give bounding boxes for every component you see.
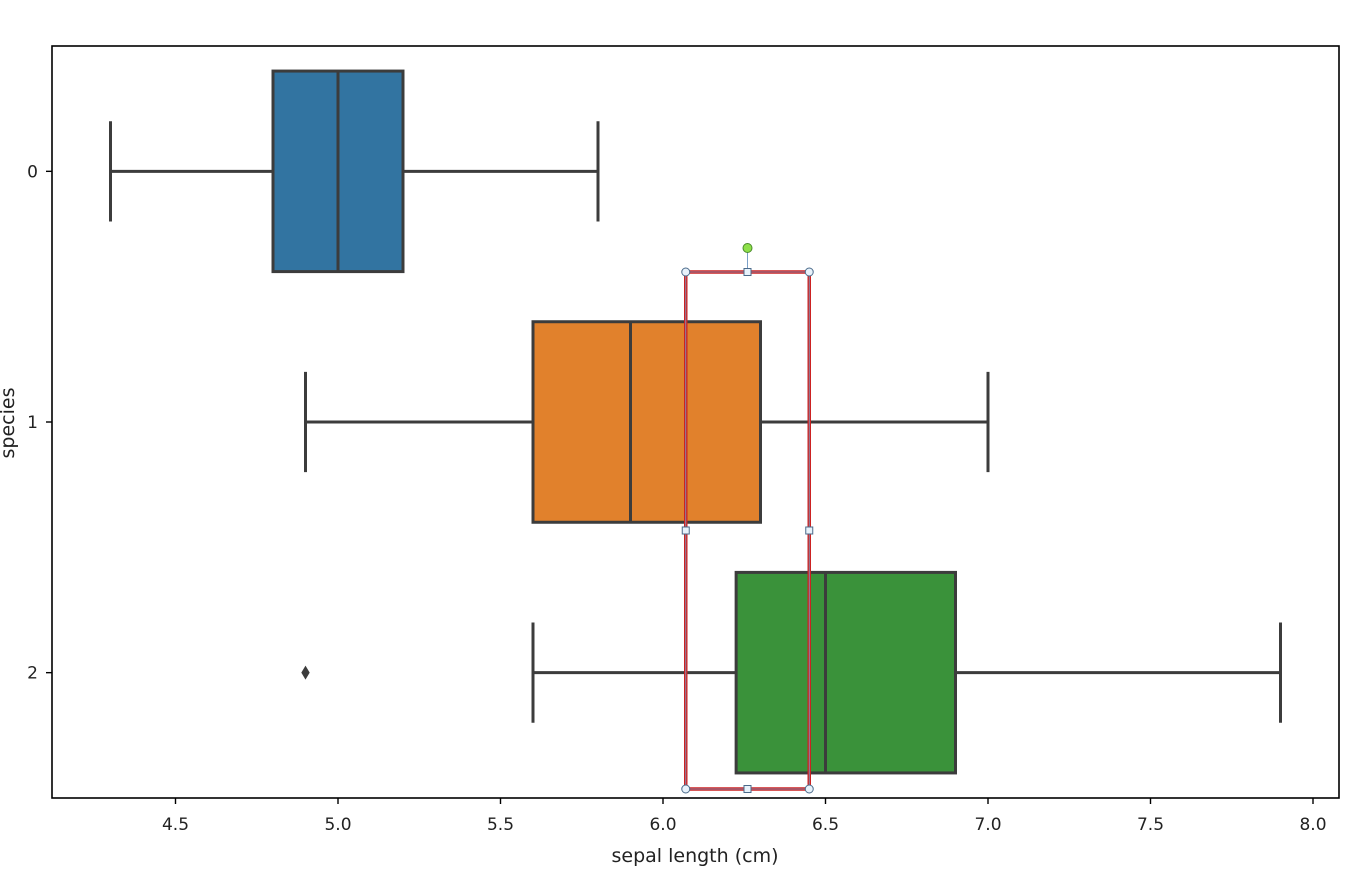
outlier-2-0 [301,665,310,680]
y-tick-label-2: 2 [27,664,38,684]
edge-handle-2[interactable] [681,526,690,535]
y-tick-label-1: 1 [27,413,38,433]
x-tick-label-6: 7.5 [1137,815,1164,835]
boxes-layer [109,69,1282,775]
box-group-2 [301,570,1282,775]
x-axis: 4.5 5.0 5.5 6.0 6.5 7.0 7.5 8.0 [162,798,1327,835]
corner-handle-0[interactable] [681,267,691,277]
box-group-1 [304,320,990,524]
edge-handle-1[interactable] [743,785,752,793]
x-tick-label-3: 6.0 [649,815,676,835]
x-tick-label-2: 5.5 [487,815,514,835]
x-tick-label-0: 4.5 [162,815,189,835]
corner-handle-3[interactable] [804,784,814,794]
box-2 [734,570,957,775]
y-axis: 0 1 2 [27,162,52,684]
edge-handle-0[interactable] [743,268,752,276]
box-group-0 [109,69,600,274]
x-tick-label-5: 7.0 [974,815,1001,835]
corner-handle-2[interactable] [681,784,691,794]
y-tick-label-0: 0 [27,162,38,182]
x-tick-label-1: 5.0 [324,815,351,835]
x-tick-label-4: 6.5 [812,815,839,835]
x-tick-label-7: 8.0 [1299,815,1326,835]
box-1 [531,320,762,524]
selection-overlay[interactable] [681,243,814,794]
y-axis-label: species [0,388,19,459]
x-axis-label: sepal length (cm) [612,845,779,867]
corner-handle-1[interactable] [804,267,814,277]
rotate-handle[interactable] [742,243,753,253]
edge-handle-3[interactable] [805,526,814,535]
